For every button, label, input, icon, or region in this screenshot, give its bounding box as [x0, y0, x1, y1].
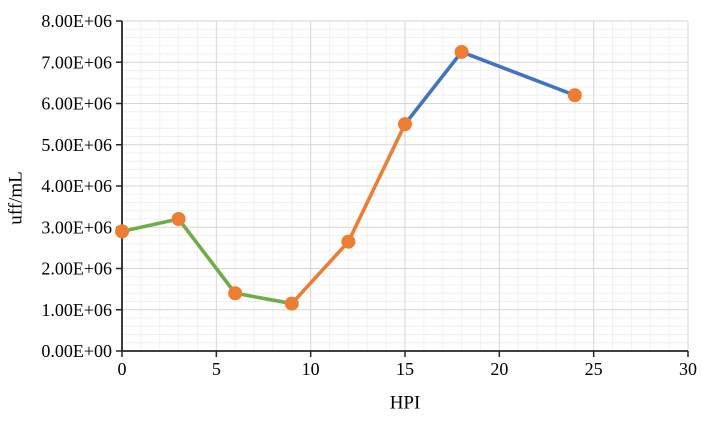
- y-tick-label: 8.00E+06: [41, 11, 112, 31]
- data-point-marker: [398, 117, 412, 132]
- x-tick-label: 0: [118, 359, 127, 379]
- x-axis-title: HPI: [389, 392, 421, 414]
- x-tick-label: 10: [302, 359, 320, 379]
- x-tick-label: 20: [490, 359, 508, 379]
- x-tick-label: 15: [396, 359, 414, 379]
- data-point-marker: [228, 286, 243, 301]
- x-tick-label: 5: [212, 359, 221, 379]
- y-tick-label: 7.00E+06: [41, 52, 112, 72]
- data-point-marker: [341, 234, 356, 249]
- series-segment-1-green: [120, 217, 294, 306]
- y-tick-label: 5.00E+06: [41, 135, 112, 155]
- y-axis-title: uff/mL: [5, 171, 27, 225]
- data-point-marker: [115, 224, 129, 239]
- y-tick-label: 2.00E+06: [41, 259, 112, 279]
- series-segment-3-blue: [403, 50, 577, 126]
- data-point-marker: [284, 296, 299, 311]
- data-point-marker: [454, 44, 469, 59]
- data-point-marker: [567, 88, 582, 103]
- y-tick-label: 6.00E+06: [41, 94, 112, 114]
- y-tick-label: 0.00E+00: [41, 341, 112, 361]
- y-tick-label: 1.00E+06: [41, 300, 112, 320]
- y-tick-label: 3.00E+06: [41, 217, 112, 237]
- data-point-marker: [171, 212, 186, 226]
- x-tick-label: 30: [679, 359, 697, 379]
- x-tick-label: 25: [585, 359, 603, 379]
- y-tick-label: 4.00E+06: [41, 176, 112, 196]
